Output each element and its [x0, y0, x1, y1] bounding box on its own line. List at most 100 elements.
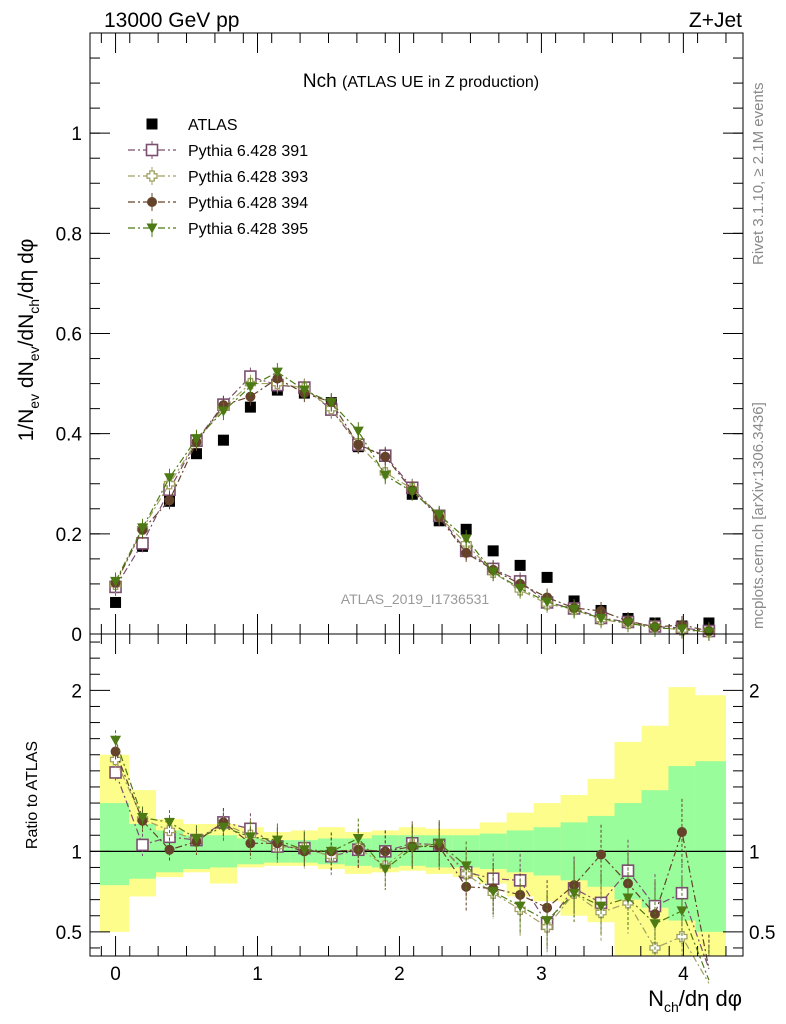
ratio-point — [190, 833, 202, 844]
ratio-point — [217, 822, 229, 833]
data-point — [271, 367, 283, 378]
ratio-point — [433, 838, 445, 849]
ratio-point — [406, 843, 418, 854]
data-point — [137, 523, 149, 534]
ratio-point — [649, 919, 661, 930]
main-panel: Nch (ATLAS UE in Z production) ATLAS_201… — [56, 32, 744, 646]
ratio-point — [109, 766, 122, 779]
ratio-point — [514, 901, 526, 912]
data-point — [110, 596, 122, 608]
y-tick-label: 0.6 — [56, 325, 82, 346]
rivet-label: Rivet 3.1.10, ≥ 2.1M events — [750, 83, 767, 266]
ratio-point — [110, 746, 121, 757]
data-point — [703, 627, 715, 638]
data-point — [461, 547, 472, 558]
ratio-point — [460, 861, 472, 872]
ratio-point — [137, 813, 149, 824]
ratio-y-tick-label: 1 — [71, 842, 82, 863]
data-point — [164, 495, 175, 506]
data-point — [217, 434, 229, 446]
series-pythia-6-428-395 — [110, 363, 715, 641]
ratio-point — [676, 931, 688, 943]
analysis-watermark: ATLAS_2019_I1736531 — [341, 591, 490, 607]
ratio-point — [676, 906, 688, 917]
uncertainty-band-1sigma — [695, 761, 726, 932]
ratio-point — [244, 832, 256, 843]
ratio-point — [380, 846, 391, 857]
ratio-point — [352, 833, 364, 844]
ratio-point — [487, 887, 499, 898]
data-point — [110, 576, 122, 587]
data-point — [460, 534, 472, 545]
data-point — [325, 398, 337, 409]
data-point — [541, 571, 553, 583]
legend-label: Pythia 6.428 393 — [188, 169, 308, 186]
data-point — [352, 426, 364, 437]
data-point — [217, 406, 229, 417]
energy-label: 13000 GeV pp — [104, 9, 239, 32]
data-point — [433, 510, 445, 521]
ratio-frame — [89, 633, 744, 957]
ratio-point — [163, 817, 175, 828]
data-point — [298, 385, 310, 396]
ratio-point — [379, 864, 391, 875]
ratio-y-tick-label: 2 — [71, 681, 82, 702]
y-tick-label: 0 — [71, 625, 82, 646]
data-point — [244, 401, 256, 413]
ratio-point — [596, 849, 607, 860]
data-point — [487, 545, 499, 557]
data-point — [379, 470, 391, 481]
y-tick-label: 0.2 — [56, 525, 82, 546]
legend-marker — [146, 118, 158, 130]
x-tick-label: 2 — [394, 964, 405, 985]
ratio-point — [271, 835, 283, 846]
data-point — [622, 618, 634, 629]
data-point — [595, 613, 607, 624]
ratio-point — [542, 902, 553, 913]
data-point — [244, 382, 256, 393]
data-point — [136, 537, 149, 550]
ratio-point — [568, 888, 580, 899]
ratio-point — [676, 827, 687, 838]
legend-label: ATLAS — [188, 117, 238, 134]
series-line — [115, 382, 709, 633]
ratio-point — [136, 838, 149, 852]
data-point — [190, 434, 202, 445]
ratio-point — [110, 735, 122, 746]
ratio-y-tick-label: 0.5 — [56, 923, 82, 944]
legend: ATLAS Pythia 6.428 391 Pythia 6.428 393 Pyt… — [128, 117, 308, 238]
ratio-point — [541, 916, 553, 927]
ratio-y-tick-label-right: 0.5 — [749, 923, 775, 944]
uncertainty-band-1sigma — [99, 803, 130, 886]
data-point — [163, 473, 175, 484]
ratio-point — [298, 845, 310, 856]
ratio-point — [595, 901, 607, 912]
legend-label: Pythia 6.428 391 — [188, 143, 308, 160]
legend-marker — [146, 223, 158, 234]
data-point — [514, 583, 526, 594]
ratio-point — [325, 846, 337, 857]
process-label: Z+Jet — [689, 9, 742, 32]
data-point — [568, 604, 580, 615]
data-point — [460, 523, 472, 535]
y-axis-label: 1/Nev dNev/dNch/dη dφ — [15, 239, 42, 442]
legend-marker — [145, 143, 159, 157]
x-axis-label: Nch/dη dφ — [648, 986, 742, 1015]
x-tick-label: 3 — [536, 964, 547, 985]
ratio-series-pythia-6-428-395 — [110, 730, 710, 981]
x-tick-label: 1 — [252, 964, 263, 985]
data-point — [190, 448, 202, 460]
data-point — [353, 439, 364, 450]
y-tick-label: 0.8 — [56, 224, 82, 245]
ratio-y-axis-label: Ratio to ATLAS — [24, 741, 41, 849]
x-tick-label: 0 — [110, 964, 121, 985]
legend-label: Pythia 6.428 395 — [188, 221, 308, 238]
plot-title: Nch (ATLAS UE in Z production) — [303, 71, 539, 92]
data-point — [245, 391, 256, 402]
ratio-point — [164, 844, 175, 855]
legend-marker — [146, 170, 158, 182]
mcplots-label: mcplots.cern.ch [arXiv:1306.3436] — [750, 402, 767, 629]
ratio-y-tick-label-right: 1 — [749, 842, 760, 863]
data-point — [380, 451, 391, 462]
